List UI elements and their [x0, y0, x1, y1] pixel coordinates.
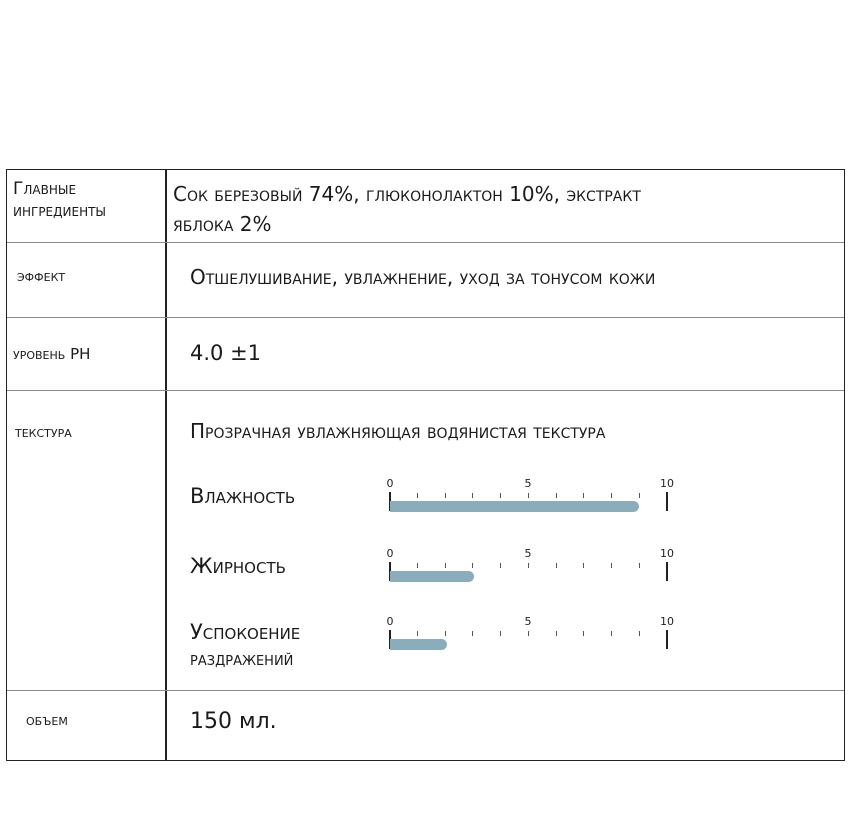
- column-divider: [165, 170, 167, 760]
- value-texture: Прозрачная увлажняющая водянистая тексту…: [190, 419, 606, 443]
- scale-oiliness: 0 5 10: [387, 547, 677, 587]
- value-volume: 150 мл.: [190, 709, 277, 734]
- value-ph: 4.0 ±1: [190, 341, 262, 365]
- label-ingredients: Главные ингредиенты: [13, 179, 107, 221]
- bar-oiliness: [390, 571, 474, 582]
- bar-soothing: [390, 639, 447, 650]
- row-ph: уровень PH 4.0 ±1: [7, 317, 844, 390]
- scale-moisture: 0 5 10: [387, 477, 677, 517]
- value-ingredients: Сок березовый 74%, глюконолактон 10%, эк…: [173, 182, 641, 236]
- bar-moisture: [390, 501, 639, 512]
- value-effect: Отшелушивание, увлажнение, уход за тонус…: [190, 265, 656, 289]
- label-effect: эффект: [17, 267, 66, 285]
- label-volume: объем: [26, 711, 68, 729]
- label-ph: уровень PH: [13, 345, 91, 363]
- metric-label-moisture: Влажность: [190, 484, 296, 508]
- row-ingredients: Главные ингредиенты Сок березовый 74%, г…: [7, 170, 844, 242]
- label-texture: текстура: [15, 423, 72, 441]
- row-effect: эффект Отшелушивание, увлажнение, уход з…: [7, 242, 844, 317]
- product-spec-table: Главные ингредиенты Сок березовый 74%, г…: [6, 169, 845, 761]
- metric-label-soothing: Успокоение раздражений: [190, 620, 301, 670]
- metric-label-oiliness: Жирность: [190, 554, 286, 578]
- row-texture: текстура Прозрачная увлажняющая водянист…: [7, 390, 844, 690]
- scale-soothing: 0 5 10: [387, 615, 677, 655]
- scale-end-tick: [666, 492, 668, 511]
- row-volume: объем 150 мл.: [7, 690, 844, 762]
